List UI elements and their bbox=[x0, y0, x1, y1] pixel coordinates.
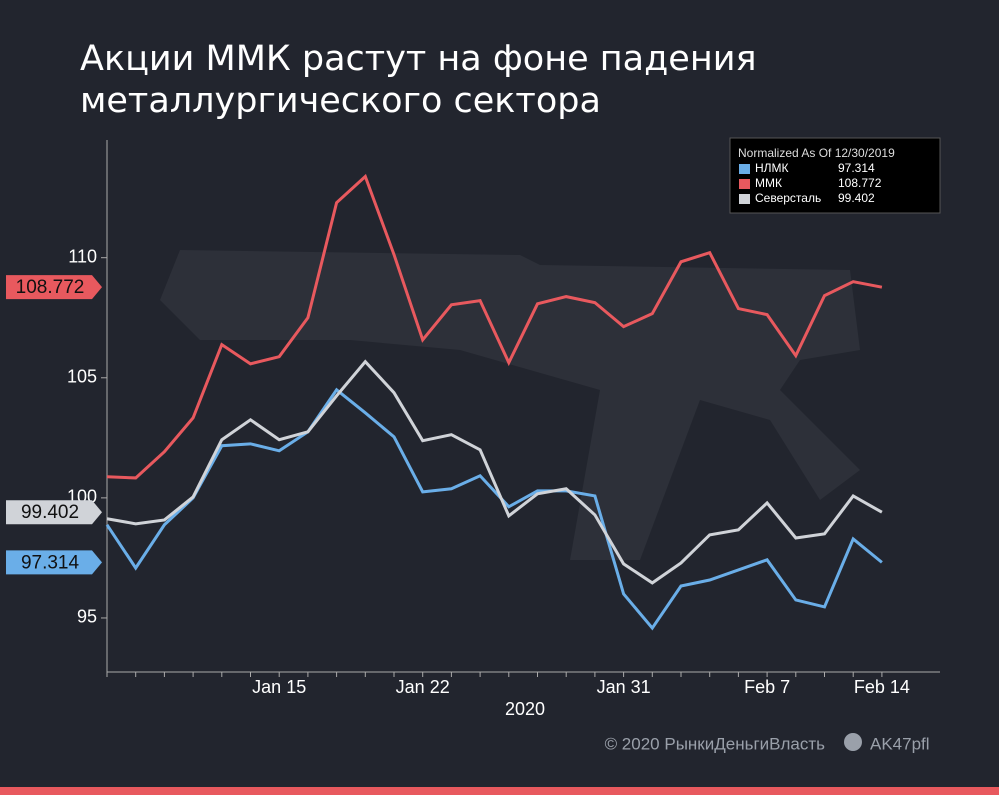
source: © 2020 РынкиДеньгиВласть bbox=[605, 734, 826, 753]
y-tick-label: 110 bbox=[68, 246, 97, 266]
last-value-label: 99.402 bbox=[21, 502, 79, 523]
legend: Normalized As Of 12/30/2019 bbox=[729, 137, 941, 214]
watermark bbox=[160, 250, 860, 560]
y-tick-label: 95 bbox=[77, 607, 97, 627]
last-value-label: 108.772 bbox=[16, 277, 85, 298]
legend-box bbox=[729, 137, 941, 214]
last-value-label: 97.314 bbox=[21, 552, 80, 573]
bottom-bar bbox=[0, 787, 999, 795]
chart-title: Акции ММК растут на фоне падения металлу… bbox=[80, 39, 757, 121]
last-value-tag bbox=[6, 275, 102, 300]
legend-value: 99.402 bbox=[838, 191, 875, 205]
last-value-tag bbox=[6, 500, 102, 525]
x-tick-label: Feb 7 bbox=[744, 677, 790, 697]
x-tick-label: Feb 14 bbox=[854, 677, 910, 697]
legend-title: Normalized As Of 12/30/2019 bbox=[738, 146, 895, 160]
telegram-icon bbox=[844, 733, 862, 751]
y-tick-label: 105 bbox=[67, 367, 97, 387]
last-value-tag bbox=[6, 550, 102, 575]
legend-swatch bbox=[739, 179, 750, 189]
series-line bbox=[105, 387, 883, 631]
x-tick-label: Jan 22 bbox=[396, 677, 450, 697]
legend-label: Северсталь bbox=[755, 191, 821, 205]
legend-label: НЛМК bbox=[755, 161, 789, 175]
legend-value: 97.314 bbox=[838, 161, 875, 175]
x-tick-label: Jan 15 bbox=[252, 677, 306, 697]
handle: AK47pfl bbox=[870, 734, 930, 753]
series-line bbox=[106, 359, 883, 585]
legend-value: 108.772 bbox=[838, 176, 882, 190]
legend-swatch bbox=[739, 164, 750, 174]
legend-label: ММК bbox=[755, 176, 782, 190]
x-tick-label: Jan 31 bbox=[597, 677, 651, 697]
legend-swatch bbox=[739, 194, 750, 204]
x-axis-label: 2020 bbox=[505, 699, 545, 719]
series-line bbox=[106, 173, 883, 480]
